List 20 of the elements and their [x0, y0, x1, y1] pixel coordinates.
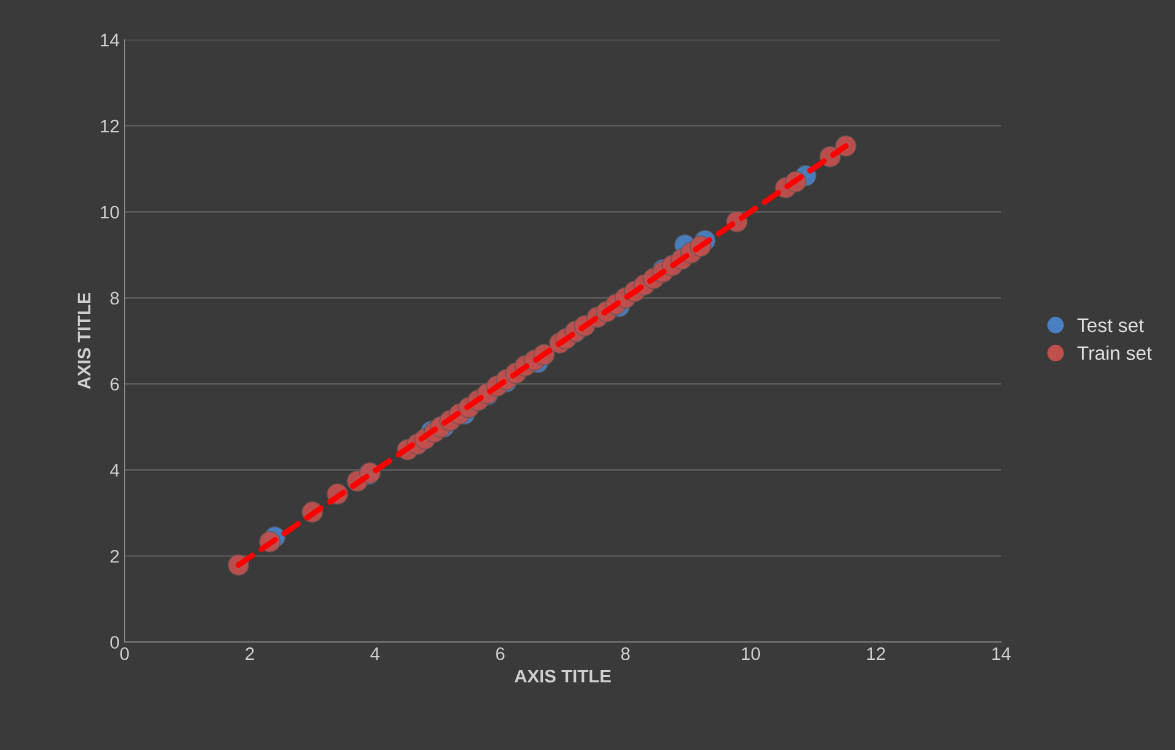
- y-tick-label: 8: [110, 291, 119, 305]
- y-tick-label: 12: [100, 119, 119, 133]
- x-tick-label: 10: [741, 647, 760, 661]
- y-tick-label: 0: [110, 635, 119, 649]
- x-tick-label: 6: [496, 647, 505, 661]
- x-axis-title: AXIS TITLE: [514, 669, 611, 683]
- y-tick-label: 6: [110, 377, 119, 391]
- x-tick-label: 8: [621, 647, 630, 661]
- legend-label: Test set: [1077, 318, 1144, 333]
- y-tick-label: 10: [100, 205, 119, 219]
- x-tick-label: 2: [245, 647, 254, 660]
- x-tick-label: 0: [120, 647, 129, 661]
- y-tick-label: 4: [110, 464, 120, 477]
- legend-label: Train set: [1077, 345, 1152, 361]
- x-tick-label: 4: [370, 647, 380, 660]
- y-axis-title: AXIS TITLE: [77, 292, 91, 390]
- x-tick-label: 14: [992, 647, 1011, 660]
- y-tick-label: 14: [100, 33, 120, 47]
- y-tick-label: 2: [110, 549, 119, 563]
- x-tick-label: 12: [867, 647, 886, 660]
